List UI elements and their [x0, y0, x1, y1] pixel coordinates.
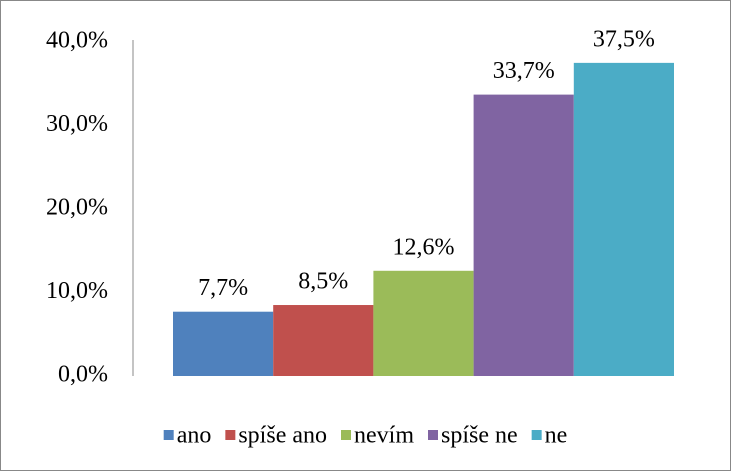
value-label: 37,5% [593, 26, 655, 52]
value-label: 12,6% [393, 234, 455, 260]
legend-label: ano [177, 423, 212, 449]
value-label: 33,7% [493, 58, 555, 84]
bar [273, 305, 374, 376]
legend-label: nevím [354, 423, 414, 449]
bar [473, 94, 574, 376]
legend-label: spíše ano [238, 423, 327, 449]
y-tick-label: 40,0% [46, 28, 108, 54]
y-tick-label: 0,0% [58, 362, 108, 388]
legend-swatch [341, 430, 351, 440]
y-tick-label: 20,0% [46, 195, 108, 221]
legend-label: ne [545, 423, 568, 449]
bar [373, 270, 474, 376]
legend-swatch [428, 430, 438, 440]
bar [573, 62, 674, 376]
legend-swatch [163, 430, 174, 440]
y-tick-label: 30,0% [46, 111, 108, 137]
legend-swatch [225, 430, 236, 440]
legend-label: spíše ne [441, 423, 518, 449]
value-label: 7,7% [198, 275, 248, 301]
value-label: 8,5% [298, 269, 348, 295]
y-tick-label: 10,0% [46, 278, 108, 304]
bar [173, 311, 274, 376]
legend-swatch [531, 430, 542, 440]
